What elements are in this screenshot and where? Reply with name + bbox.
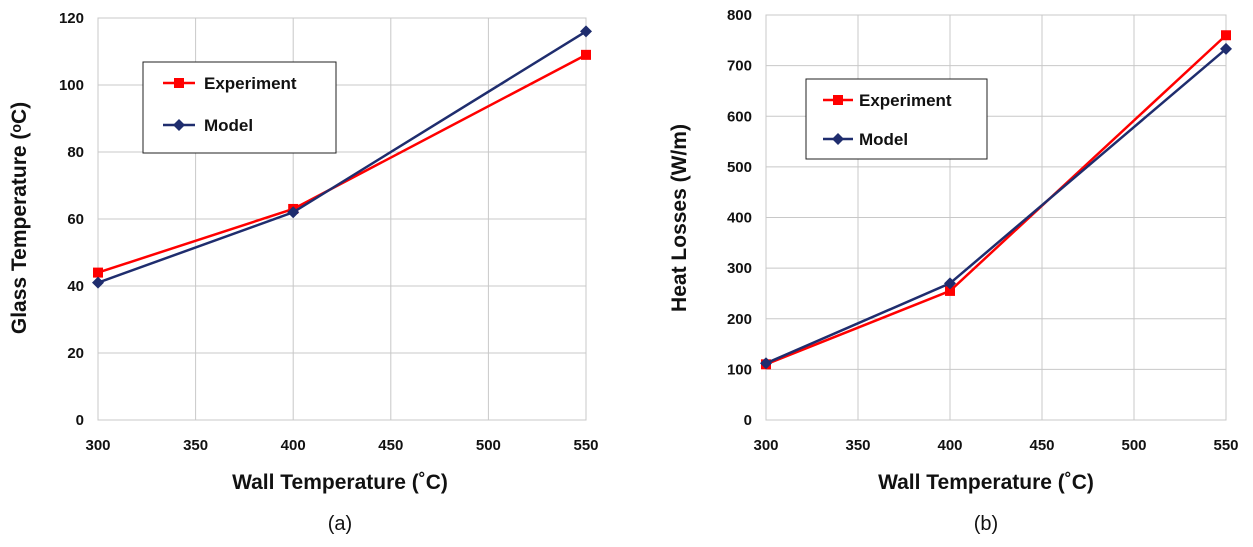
x-tick-label: 550 [573, 437, 598, 454]
x-tick-label: 300 [753, 437, 778, 454]
chart-a-y-ticks: 0 20 40 60 80 100 120 [59, 10, 84, 429]
chart-a-y-axis-title: Glass Temperature (ᵒC) [8, 102, 31, 334]
chart-a-legend-box [142, 61, 337, 154]
y-tick-label: 60 [67, 211, 84, 228]
data-point-model [580, 25, 592, 38]
chart-b-legend: Experiment Model [805, 78, 988, 160]
chart-b-y-ticks: 0 100 200 300 400 500 600 700 800 [727, 7, 752, 429]
x-tick-label: 300 [85, 437, 110, 454]
y-tick-label: 0 [744, 412, 752, 429]
chart-a: 0 20 40 60 80 100 120 300 350 400 450 500 550 Exper… [8, 10, 599, 535]
x-tick-label: 550 [1213, 437, 1238, 454]
y-tick-label: 120 [59, 10, 84, 27]
data-point-experiment [581, 49, 591, 60]
x-tick-label: 450 [1029, 437, 1054, 454]
y-tick-label: 800 [727, 7, 752, 24]
chart-b: 0 100 200 300 400 500 600 700 800 300 350 400 450 50… [668, 7, 1239, 535]
x-tick-label: 500 [476, 437, 501, 454]
y-tick-label: 200 [727, 311, 752, 328]
legend-label-model: Model [859, 130, 908, 149]
chart-a-legend: Experiment Model [142, 61, 337, 154]
data-point-experiment [93, 267, 103, 278]
legend-label-experiment: Experiment [859, 91, 952, 110]
chart-b-x-ticks: 300 350 400 450 500 550 [753, 437, 1238, 454]
plot-border [765, 14, 1227, 421]
y-tick-label: 40 [67, 278, 84, 295]
legend-marker-model [173, 119, 185, 131]
legend-label-model: Model [204, 116, 253, 135]
y-tick-label: 0 [76, 412, 84, 429]
y-tick-label: 100 [59, 77, 84, 94]
plot-border [97, 17, 587, 421]
data-point-model [92, 276, 104, 289]
y-tick-label: 20 [67, 345, 84, 362]
x-tick-label: 400 [281, 437, 306, 454]
chart-a-x-ticks: 300 350 400 450 500 550 [85, 437, 598, 454]
y-tick-label: 600 [727, 108, 752, 125]
y-tick-label: 100 [727, 361, 752, 378]
y-tick-label: 80 [67, 144, 84, 161]
legend-label-experiment: Experiment [204, 74, 297, 93]
y-tick-label: 500 [727, 159, 752, 176]
x-tick-label: 400 [937, 437, 962, 454]
data-point-model [944, 277, 956, 290]
chart-a-series [92, 25, 592, 289]
x-tick-label: 350 [845, 437, 870, 454]
chart-b-caption: (b) [974, 513, 998, 535]
chart-b-series [760, 30, 1232, 370]
data-point-experiment [1221, 30, 1231, 41]
chart-a-caption: (a) [328, 513, 352, 535]
legend-marker-experiment [174, 78, 184, 88]
data-point-experiment [945, 285, 955, 296]
data-point-model [287, 206, 300, 219]
x-tick-label: 450 [378, 437, 403, 454]
chart-b-gridlines [765, 14, 1227, 421]
y-tick-label: 300 [727, 260, 752, 277]
data-point-model [1220, 42, 1232, 55]
x-tick-label: 350 [183, 437, 208, 454]
legend-marker-experiment [833, 95, 843, 105]
legend-marker-model [832, 133, 844, 145]
y-tick-label: 400 [727, 210, 752, 227]
chart-b-legend-box [805, 78, 988, 160]
chart-b-x-axis-title: Wall Temperature (˚C) [878, 471, 1094, 494]
x-tick-label: 500 [1121, 437, 1146, 454]
y-tick-label: 700 [727, 58, 752, 75]
chart-b-y-axis-title: Heat Losses (W/m) [668, 124, 691, 312]
chart-a-x-axis-title: Wall Temperature (˚C) [232, 471, 448, 494]
data-point-model [760, 357, 772, 370]
